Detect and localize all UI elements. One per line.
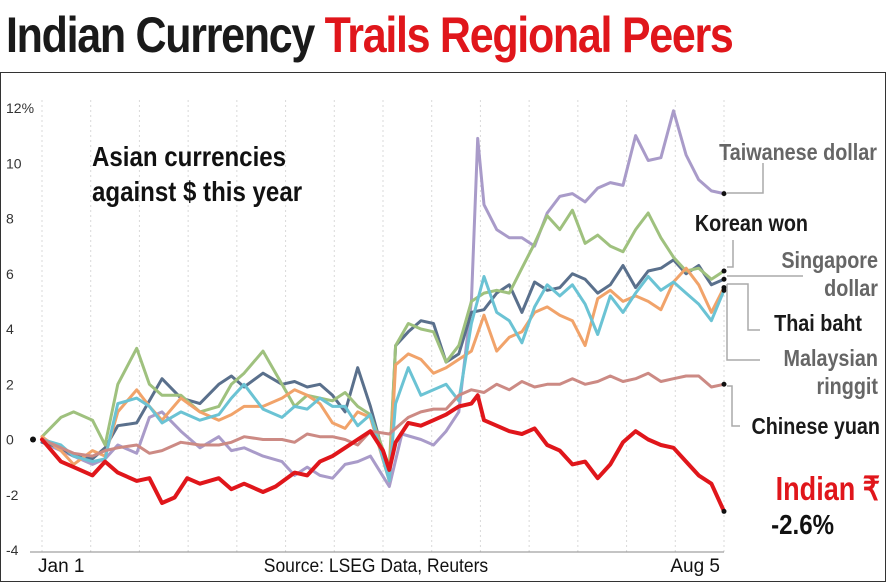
y-tick-label: 4 — [6, 321, 14, 337]
y-tick-label: -4 — [6, 542, 19, 558]
series-line — [40, 208, 726, 469]
x-start-label: Jan 1 — [38, 556, 84, 577]
series-label: dollar — [824, 276, 878, 302]
series-label: -2.6% — [771, 508, 834, 540]
y-tick-label: 8 — [6, 211, 14, 227]
zero-marker — [30, 436, 36, 443]
series-end-dot — [721, 287, 727, 293]
y-tick-label: 6 — [6, 266, 14, 282]
series-label: Chinese yuan — [751, 414, 880, 440]
series-line — [40, 393, 726, 514]
y-tick-label: 12% — [6, 100, 34, 116]
headline-part2: Trails Regional Peers — [324, 7, 734, 63]
headline-part1: Indian Currency — [6, 7, 315, 63]
series-line — [40, 258, 726, 477]
y-tick-label: 2 — [6, 376, 14, 392]
series-label: ringgit — [817, 374, 878, 400]
series-label: Singapore — [781, 248, 878, 274]
chart-headline: Indian Currency Trails Regional Peers — [6, 2, 734, 68]
series-end-dot — [721, 276, 727, 282]
series-end-dot — [721, 268, 727, 274]
leader-line — [727, 240, 734, 268]
series-label: Taiwanese dollar — [719, 140, 877, 166]
series-label: Thai baht — [774, 311, 862, 337]
leader-line — [727, 385, 740, 427]
leader-line — [726, 284, 760, 361]
series-end-dot — [721, 381, 727, 387]
x-end-label: Aug 5 — [670, 556, 720, 577]
series-end-dot — [721, 191, 727, 197]
series-label: Indian ₹ — [776, 472, 880, 508]
series-label: Malaysian — [783, 346, 878, 372]
series-end-dot — [721, 508, 727, 514]
series-label: Korean won — [695, 211, 808, 237]
series-line — [40, 371, 726, 458]
y-tick-label: -2 — [6, 487, 19, 503]
leader-line — [727, 283, 760, 331]
series-line — [40, 266, 726, 483]
chart-frame — [0, 72, 886, 582]
series-line — [40, 275, 726, 483]
chart-subtitle-line2: against $ this year — [92, 175, 302, 207]
source-note: Source: LSEG Data, Reuters — [264, 554, 488, 576]
y-tick-label: 0 — [6, 432, 14, 448]
chart-subtitle-line1: Asian currencies — [92, 140, 286, 172]
leader-line — [727, 163, 764, 194]
y-tick-label: 10 — [6, 155, 22, 171]
